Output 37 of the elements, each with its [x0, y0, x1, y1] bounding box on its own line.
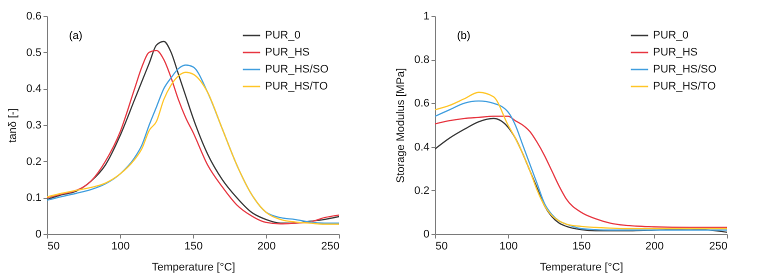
x-axis-title: Temperature [°C] [540, 262, 624, 274]
x-tick-label: 100 [111, 240, 130, 252]
y-tick-label: 0 [423, 228, 430, 240]
annotation: (a) [69, 30, 82, 42]
y-axis-title: Storage Modulus [MPa] [395, 68, 408, 183]
y-tick-label: 0.6 [26, 10, 42, 22]
legend-label: PUR_0 [265, 30, 300, 42]
legend-label: PUR_HS [265, 46, 310, 58]
x-tick-label: 200 [645, 240, 664, 252]
y-tick-label: 0.4 [26, 83, 42, 96]
x-tick-label: 250 [709, 240, 728, 252]
legend-label: PUR_0 [653, 30, 688, 42]
y-tick-label: 1 [423, 10, 430, 22]
x-tick-label: 150 [184, 240, 203, 252]
y-tick-label: 0.5 [26, 46, 42, 59]
y-tick-label: 0.2 [414, 184, 430, 197]
x-tick-label: 200 [257, 240, 276, 252]
y-tick-label: 0.8 [414, 54, 430, 66]
annotation: (b) [457, 30, 470, 42]
y-tick-label: 0.1 [26, 192, 42, 204]
y-tick-label: 0.4 [414, 141, 430, 154]
legend-label: PUR_HS [653, 46, 698, 58]
y-tick-label: 0 [35, 228, 42, 240]
y-tick-label: 0.3 [26, 120, 42, 132]
x-tick-label: 100 [499, 240, 518, 252]
legend-label: PUR_HS/SO [653, 64, 718, 76]
x-tick-label: 50 [48, 240, 60, 252]
x-tick-label: 250 [321, 240, 340, 252]
x-axis-title: Temperature [°C] [152, 262, 236, 274]
legend-label: PUR_HS/TO [653, 80, 716, 92]
x-tick-label: 150 [572, 240, 591, 252]
x-tick-label: 50 [436, 240, 448, 252]
legend-label: PUR_HS/SO [265, 64, 330, 76]
y-tick-label: 0.6 [414, 98, 430, 110]
y-axis-title: tanδ [-] [7, 108, 20, 143]
y-tick-label: 0.2 [26, 156, 42, 168]
legend-label: PUR_HS/TO [265, 80, 328, 92]
